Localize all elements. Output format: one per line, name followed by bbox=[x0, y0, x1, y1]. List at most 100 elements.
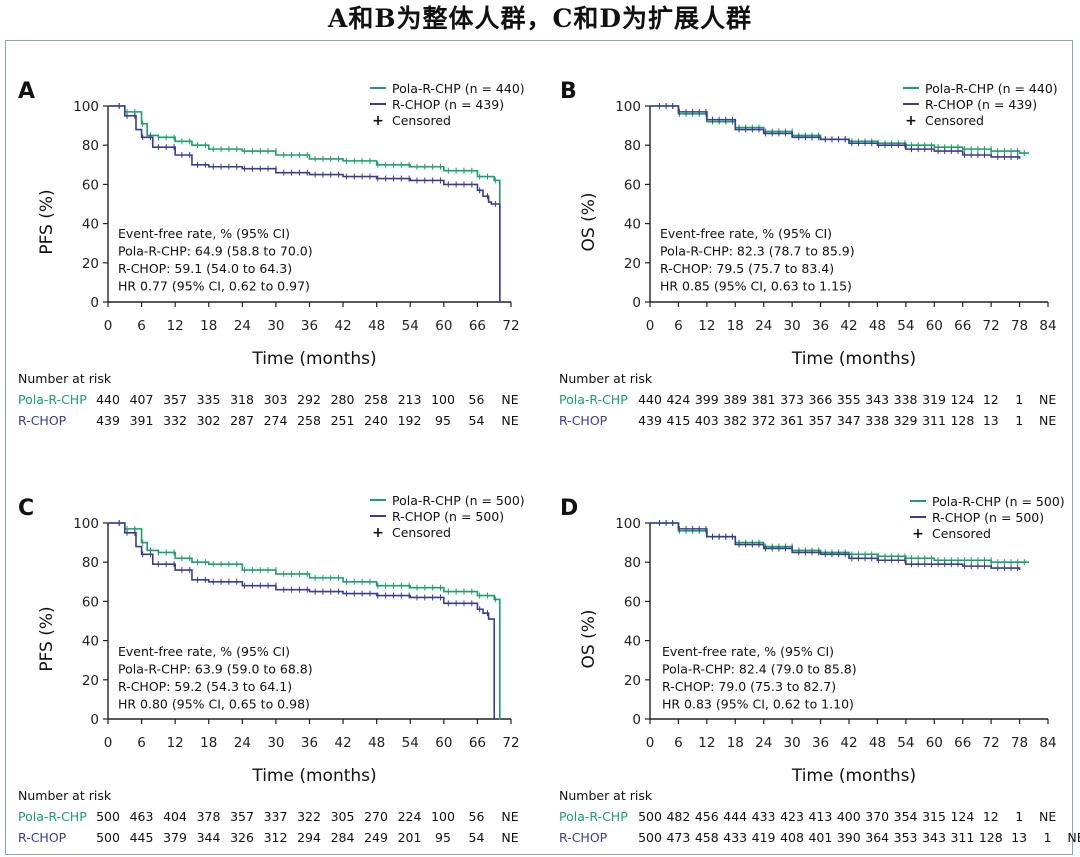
panel-letter: D bbox=[560, 496, 578, 521]
x-tick-label: 66 bbox=[469, 735, 486, 751]
risk-cell: 473 bbox=[666, 830, 690, 845]
y-tick-label: 20 bbox=[624, 256, 641, 272]
figure-frame bbox=[5, 40, 1073, 855]
x-tick-label: 60 bbox=[435, 735, 452, 751]
risk-cell: 56 bbox=[469, 392, 485, 407]
risk-cell: 463 bbox=[130, 809, 154, 824]
risk-cell: 357 bbox=[163, 392, 187, 407]
x-tick-label: 6 bbox=[674, 318, 683, 334]
risk-cell: 338 bbox=[865, 413, 889, 428]
risk-row-label: Pola-R-CHP bbox=[18, 809, 87, 824]
x-tick-label: 54 bbox=[897, 735, 914, 751]
x-tick-label: 18 bbox=[200, 735, 217, 751]
panel-letter: C bbox=[18, 496, 34, 521]
risk-cell: 347 bbox=[837, 413, 861, 428]
km-curve-r-chop bbox=[650, 105, 1021, 159]
risk-cell: 440 bbox=[96, 392, 120, 407]
risk-cell: 1 bbox=[1015, 809, 1023, 824]
risk-cell: 419 bbox=[752, 830, 776, 845]
stats-line: Pola-R-CHP: 82.4 (79.0 to 85.8) bbox=[662, 662, 857, 677]
risk-header: Number at risk bbox=[18, 788, 112, 803]
risk-cell: 1 bbox=[1044, 830, 1052, 845]
x-tick-label: 72 bbox=[983, 318, 1000, 334]
x-tick-label: 36 bbox=[301, 318, 318, 334]
risk-cell: 240 bbox=[364, 413, 388, 428]
risk-cell: 444 bbox=[723, 809, 747, 824]
panel-c: C 0 20 40 60 80 100 0 6 12 18 24 30 36 42 48 54 60 66 72 Tim… bbox=[18, 493, 525, 845]
risk-cell: 366 bbox=[808, 392, 832, 407]
risk-cell: 439 bbox=[638, 413, 662, 428]
risk-cell: 357 bbox=[808, 413, 832, 428]
page-title: A和B为整体人群，C和D为扩展人群 bbox=[327, 4, 753, 33]
stats-line: Pola-R-CHP: 64.9 (58.8 to 70.0) bbox=[118, 244, 313, 259]
risk-cell: NE bbox=[501, 809, 518, 824]
x-tick-label: 36 bbox=[812, 318, 829, 334]
risk-cell: 381 bbox=[752, 392, 776, 407]
y-tick-label: 100 bbox=[73, 99, 99, 115]
risk-cell: 305 bbox=[331, 809, 355, 824]
risk-cell: 311 bbox=[922, 413, 946, 428]
x-tick-label: 54 bbox=[402, 318, 419, 334]
risk-cell: 401 bbox=[808, 830, 832, 845]
risk-cell: 357 bbox=[230, 809, 254, 824]
x-tick-label: 66 bbox=[954, 735, 971, 751]
risk-cell: 344 bbox=[197, 830, 221, 845]
risk-cell: 424 bbox=[666, 392, 690, 407]
y-tick-label: 40 bbox=[624, 217, 641, 233]
stats-line: R-CHOP: 59.1 (54.0 to 64.3) bbox=[118, 261, 292, 276]
risk-cell: 287 bbox=[230, 413, 254, 428]
risk-cell: 100 bbox=[431, 392, 455, 407]
x-tick-label: 60 bbox=[926, 735, 943, 751]
stats-line: HR 0.83 (95% CI, 0.62 to 1.10) bbox=[662, 697, 854, 712]
km-curve-r-chop bbox=[108, 105, 501, 303]
risk-cell: 13 bbox=[983, 413, 999, 428]
panel-letter: B bbox=[560, 79, 577, 104]
x-tick-label: 12 bbox=[698, 735, 715, 751]
risk-cell: 270 bbox=[364, 809, 388, 824]
risk-cell: 128 bbox=[950, 413, 974, 428]
risk-cell: 284 bbox=[331, 830, 355, 845]
risk-cell: 413 bbox=[808, 809, 832, 824]
censor-legend-icon: + bbox=[905, 113, 917, 129]
risk-cell: 433 bbox=[752, 809, 776, 824]
y-tick-label: 80 bbox=[82, 138, 99, 154]
x-tick-label: 24 bbox=[234, 735, 251, 751]
x-tick-label: 72 bbox=[502, 318, 519, 334]
y-tick-label: 100 bbox=[615, 99, 641, 115]
risk-cell: 95 bbox=[435, 830, 451, 845]
risk-cell: 54 bbox=[469, 830, 485, 845]
x-tick-label: 42 bbox=[840, 735, 857, 751]
risk-cell: 251 bbox=[331, 413, 355, 428]
y-tick-label: 20 bbox=[624, 673, 641, 689]
risk-row-label: Pola-R-CHP bbox=[18, 392, 87, 407]
censor-legend-icon: + bbox=[372, 525, 384, 541]
risk-cell: 292 bbox=[297, 392, 321, 407]
risk-cell: 12 bbox=[983, 392, 999, 407]
risk-cell: 318 bbox=[230, 392, 254, 407]
risk-cell: 343 bbox=[922, 830, 946, 845]
risk-cell: 456 bbox=[695, 809, 719, 824]
risk-cell: 354 bbox=[894, 809, 918, 824]
x-tick-label: 36 bbox=[812, 735, 829, 751]
risk-cell: 258 bbox=[364, 392, 388, 407]
risk-cell: 1 bbox=[1015, 413, 1023, 428]
risk-cell: 500 bbox=[638, 830, 662, 845]
legend-entry: Pola-R-CHP (n = 440) bbox=[925, 81, 1058, 96]
risk-cell: 382 bbox=[723, 413, 747, 428]
x-tick-label: 0 bbox=[646, 318, 655, 334]
y-tick-label: 80 bbox=[624, 138, 641, 154]
risk-cell: 353 bbox=[894, 830, 918, 845]
legend-entry: Pola-R-CHP (n = 440) bbox=[392, 81, 525, 96]
risk-cell: 404 bbox=[163, 809, 187, 824]
x-tick-label: 60 bbox=[926, 318, 943, 334]
risk-cell: 400 bbox=[837, 809, 861, 824]
risk-cell: 361 bbox=[780, 413, 804, 428]
risk-row-label: R-CHOP bbox=[559, 413, 608, 428]
x-tick-label: 42 bbox=[334, 318, 351, 334]
risk-cell: 303 bbox=[264, 392, 288, 407]
x-axis-title: Time (months) bbox=[251, 349, 376, 369]
risk-cell: 124 bbox=[950, 392, 974, 407]
x-tick-label: 66 bbox=[469, 318, 486, 334]
stats-line: Pola-R-CHP: 82.3 (78.7 to 85.9) bbox=[660, 244, 855, 259]
risk-cell: NE bbox=[1039, 809, 1056, 824]
